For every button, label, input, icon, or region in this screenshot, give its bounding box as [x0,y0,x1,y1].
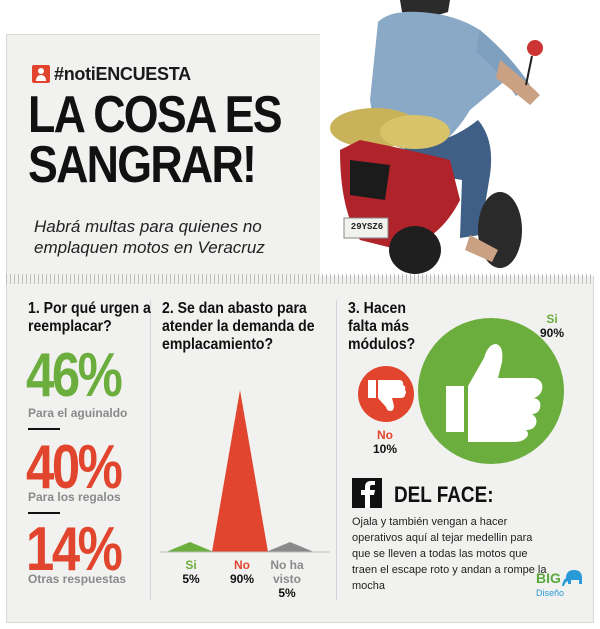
q3-label-si: Si 90% [532,312,572,340]
license-plate-text: 29YSZ6 [350,222,384,232]
q3-question: 3. Hacen falta más módulos? [348,300,416,353]
motorcycle-photo [320,0,600,276]
q1-label-2: Para los regalos [28,490,121,504]
facebook-icon [352,478,382,508]
page-title: LA COSA ES SANGRAR! [28,86,286,194]
hashtag-label: #notiENCUESTA [54,63,191,84]
q3-label-no-name: No [377,428,393,442]
logo-big-text: BIG [536,570,561,586]
thumbs-down-icon [358,366,414,422]
peak-si [166,542,214,552]
peak-no [212,390,268,552]
page-subtitle: Habrá multas para quienes no emplaquen m… [34,217,265,257]
thumbs-up-icon [418,318,564,464]
q1-label-3: Otras respuestas [28,572,127,586]
q3-label-no-pct: 10% [372,442,398,456]
section-divider [6,274,594,284]
q2-label-si-pct: 5% [182,572,200,586]
face-comment: Ojala y también vengan a hacer operativo… [352,516,547,592]
column-separator-1 [150,300,151,600]
hashtag-badge: #notiENCUESTA [32,63,191,85]
q1-pct-1: 46% [26,341,123,410]
q2-label-no-pct: 90% [229,572,255,586]
q1-rule-1 [28,428,60,430]
elephant-icon [562,570,582,586]
user-icon [32,65,50,83]
column-separator-2 [336,300,337,600]
q1-pct-2: 40% [26,433,123,502]
q2-label-no-name: No [234,558,250,572]
q2-label-no: No 90% [224,558,260,586]
logo-sub-text: Diseño [536,588,565,598]
q2-label-noha-pct: 5% [278,586,296,600]
q3-label-si-name: Si [546,312,558,326]
q2-label-si-name: Si [185,558,197,572]
q3-label-no: No 10% [368,428,402,456]
q1-question: 1. Por qué urgen a reemplacar? [28,300,151,335]
q1-pct-3: 14% [26,515,123,584]
q1-rule-2 [28,512,60,514]
face-title: DEL FACE: [394,482,494,507]
peak-no-ha-visto [266,542,314,552]
big-diseno-logo: BIG Diseño [536,568,588,604]
q2-label-noha: No ha visto 5% [266,558,308,600]
title-line-2: SANGRAR! [28,136,257,194]
q2-label-si: Si 5% [176,558,206,586]
title-line-1: LA COSA ES [28,86,283,144]
q2-label-noha-name: No ha visto [270,558,304,586]
q2-question: 2. Se dan abasto para atender la demanda… [162,300,315,353]
q3-label-si-pct: 90% [539,326,565,340]
q1-label-1: Para el aguinaldo [28,406,128,420]
q2-peak-chart [160,390,330,553]
